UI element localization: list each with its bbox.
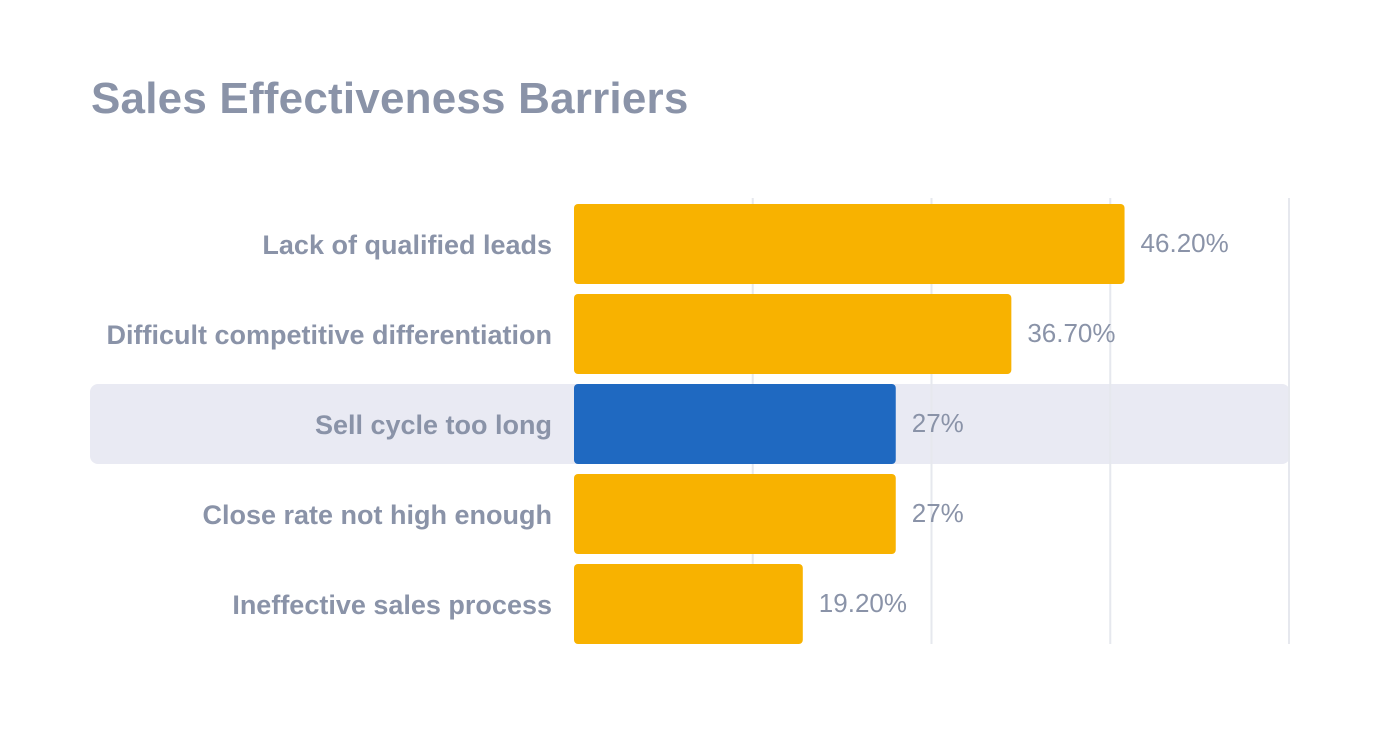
bar[interactable]	[574, 384, 896, 464]
data-label: 19.20%	[819, 588, 907, 618]
category-label: Lack of qualified leads	[262, 230, 552, 260]
data-label: 46.20%	[1141, 228, 1229, 258]
bar[interactable]	[574, 294, 1012, 374]
category-label: Close rate not high enough	[203, 500, 553, 530]
data-label: 27%	[912, 408, 964, 438]
category-label: Sell cycle too long	[315, 410, 552, 440]
bar[interactable]	[574, 204, 1125, 284]
category-label: Ineffective sales process	[232, 590, 552, 620]
bar[interactable]	[574, 474, 896, 554]
category-label: Difficult competitive differentiation	[106, 320, 552, 350]
bar[interactable]	[574, 564, 803, 644]
data-label: 27%	[912, 498, 964, 528]
chart-title: Sales Effectiveness Barriers	[91, 74, 689, 123]
data-label: 36.70%	[1027, 318, 1115, 348]
bars-layer	[574, 204, 1125, 644]
labels-layer: Lack of qualified leads 46.20% Difficult c…	[106, 228, 1228, 620]
